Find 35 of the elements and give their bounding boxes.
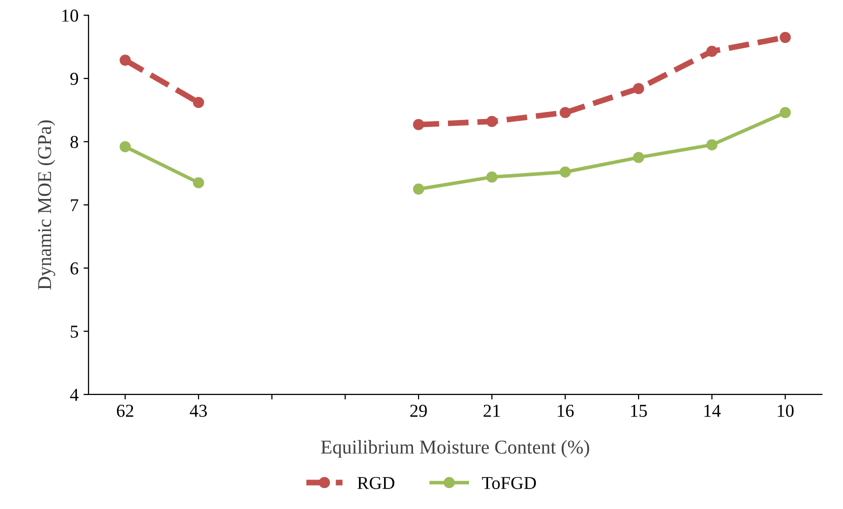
y-tick-label: 10 — [62, 10, 78, 22]
point — [560, 166, 571, 178]
legend-label: ToFGD — [482, 476, 536, 490]
x-tick-label: 10 — [778, 404, 794, 417]
point — [486, 116, 498, 128]
point — [120, 141, 131, 152]
point — [192, 96, 204, 108]
y-tick-label: 5 — [70, 326, 78, 338]
point — [706, 46, 718, 57]
point — [486, 172, 498, 183]
x-tick-label: 16 — [558, 404, 574, 417]
point — [412, 184, 424, 195]
legend-label: RGD — [357, 476, 394, 490]
point — [633, 83, 644, 94]
point — [780, 32, 791, 43]
x-tick-label: 62 — [116, 404, 134, 417]
x-tick-label: 15 — [631, 404, 647, 417]
x-tick-label: 29 — [410, 404, 427, 417]
point — [633, 152, 644, 164]
point — [192, 177, 204, 188]
y-tick-label: 4 — [70, 388, 79, 401]
point — [412, 119, 424, 130]
x-tick-label: 21 — [484, 404, 500, 417]
point — [780, 107, 791, 118]
y-tick-label: 9 — [70, 72, 78, 85]
y-tick-label: 8 — [70, 136, 78, 148]
y-axis-title: Dynamic MOE (GPa) — [37, 120, 56, 290]
y-tick-label: 6 — [70, 262, 78, 275]
point — [706, 139, 718, 150]
x-tick-label: 43 — [190, 404, 207, 417]
point — [560, 107, 571, 118]
x-axis-title: Equilibrium Moisture Content (%) — [321, 440, 590, 458]
point — [120, 54, 131, 66]
y-tick-label: 7 — [70, 199, 78, 212]
x-tick-label: 14 — [704, 404, 721, 417]
